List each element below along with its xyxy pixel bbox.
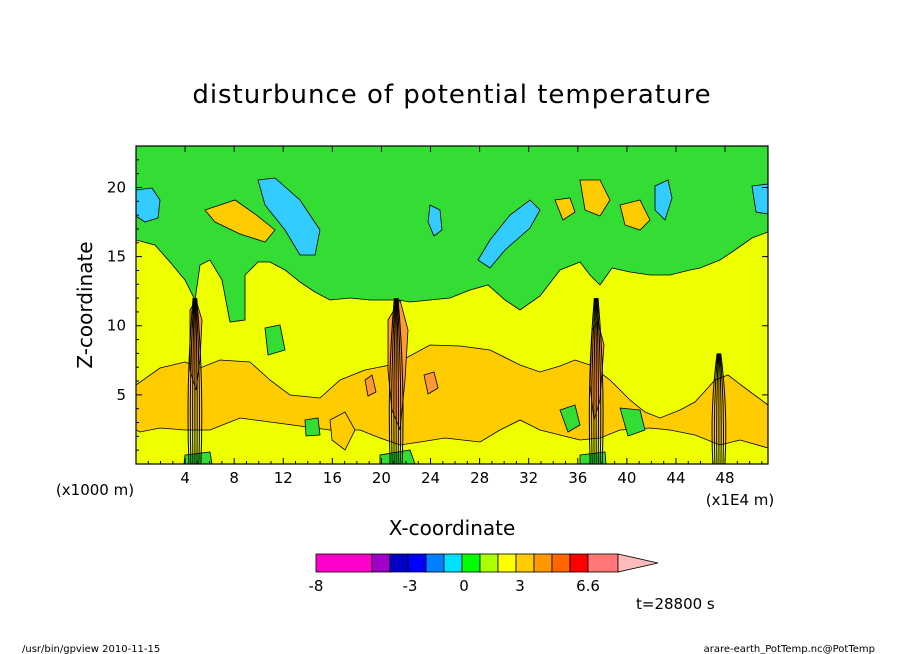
upper-layer-region bbox=[304, 417, 321, 437]
cool-region bbox=[257, 177, 321, 256]
y-tick-label: 20 bbox=[107, 178, 126, 196]
colorbar-arrow bbox=[617, 553, 659, 573]
colorbar-label: 3 bbox=[515, 577, 525, 595]
colorbar-swatch bbox=[389, 553, 409, 573]
tower-contour bbox=[588, 298, 595, 465]
x-axis-label: X-coordinate bbox=[389, 516, 516, 540]
tower-contour bbox=[396, 298, 402, 465]
colorbar-swatch bbox=[515, 553, 535, 573]
upper-layer-region bbox=[264, 324, 286, 356]
tower-contour bbox=[195, 298, 200, 465]
y-tick-label: 5 bbox=[116, 386, 126, 404]
colorbar-label: 6.6 bbox=[576, 577, 600, 595]
warm-region bbox=[619, 199, 651, 231]
tower-contour bbox=[596, 298, 602, 465]
colorbar-swatch bbox=[569, 553, 589, 573]
x-tick-label: 16 bbox=[323, 469, 342, 487]
tower-contour bbox=[391, 298, 396, 465]
tower-contour bbox=[593, 298, 597, 465]
upper-layer-region bbox=[619, 407, 646, 437]
colorbar bbox=[315, 553, 659, 573]
x-tick-label: 28 bbox=[470, 469, 489, 487]
warm-region bbox=[554, 197, 576, 221]
x-unit-left: (x1000 m) bbox=[56, 481, 134, 499]
colorbar-swatch bbox=[533, 553, 553, 573]
cool-region bbox=[477, 199, 541, 269]
y-tick-label: 15 bbox=[107, 248, 126, 266]
upper-layer-region bbox=[559, 404, 581, 433]
x-unit-right: (x1E4 m) bbox=[706, 491, 775, 509]
colorbar-swatch bbox=[587, 553, 619, 573]
y-axis-label: Z-coordinate bbox=[73, 241, 97, 368]
colorbar-swatch bbox=[407, 553, 427, 573]
x-tick-label: 12 bbox=[274, 469, 293, 487]
colorbar-swatch bbox=[497, 553, 517, 573]
x-tick-label: 44 bbox=[666, 469, 685, 487]
tower-contour bbox=[393, 298, 397, 465]
tower-contour bbox=[192, 298, 195, 465]
y-axis: 5 10 15 20 bbox=[107, 159, 768, 451]
colorbar-label: -8 bbox=[309, 577, 324, 595]
colorbar-label: -3 bbox=[403, 577, 418, 595]
tower-contour bbox=[187, 298, 194, 465]
hot-region bbox=[364, 374, 377, 397]
cool-region bbox=[427, 204, 443, 237]
contour-lines bbox=[187, 298, 727, 465]
x-tick-label: 24 bbox=[421, 469, 440, 487]
tower-contour bbox=[388, 298, 395, 465]
tower-contour bbox=[195, 298, 198, 465]
x-tick-label: 20 bbox=[372, 469, 391, 487]
tower-contour bbox=[719, 353, 722, 465]
warm-region bbox=[579, 179, 611, 217]
tower-contour bbox=[597, 298, 604, 465]
tower-contour bbox=[591, 298, 596, 465]
footer-right: arare-earth_PotTemp.nc@PotTemp bbox=[704, 644, 875, 654]
colorbar-swatch bbox=[479, 553, 499, 573]
plot-area bbox=[135, 145, 769, 465]
x-tick-label: 32 bbox=[519, 469, 538, 487]
tower-contour bbox=[711, 353, 718, 465]
plot-frame bbox=[135, 145, 769, 465]
tower-contour bbox=[713, 353, 719, 465]
colorbar-swatch bbox=[315, 553, 373, 573]
time-label: t=28800 s bbox=[636, 595, 715, 613]
colorbar-swatch bbox=[551, 553, 571, 573]
tower-contour bbox=[720, 353, 727, 465]
tower-contour bbox=[719, 353, 724, 465]
colorbar-swatch bbox=[443, 553, 463, 573]
colorbar-swatch bbox=[371, 553, 391, 573]
hot-region bbox=[423, 371, 439, 395]
footer-left: /usr/bin/gpview 2010-11-15 bbox=[22, 644, 160, 654]
tower-contour bbox=[189, 298, 195, 465]
tower-contour bbox=[196, 298, 203, 465]
y-tick-label: 10 bbox=[107, 317, 126, 335]
x-tick-label: 8 bbox=[229, 469, 239, 487]
chart-title: disturbunce of potential temperature bbox=[192, 80, 711, 110]
cool-region bbox=[654, 179, 673, 221]
colorbar-swatch bbox=[461, 553, 481, 573]
warm-region bbox=[204, 199, 276, 243]
colorbar-swatch bbox=[425, 553, 445, 573]
warm-region bbox=[329, 411, 356, 451]
colorbar-labels: -8 -3 0 3 6.6 bbox=[309, 577, 600, 595]
x-tick-label: 4 bbox=[180, 469, 190, 487]
tower-contour bbox=[396, 298, 399, 465]
x-tick-label: 40 bbox=[617, 469, 636, 487]
x-tick-label: 48 bbox=[716, 469, 735, 487]
upper-layer-region bbox=[135, 145, 769, 323]
tower-contour bbox=[596, 298, 599, 465]
x-axis: 4 8 12 16 20 24 28 32 36 40 44 48 bbox=[147, 146, 763, 487]
tower-contour bbox=[397, 298, 404, 465]
colorbar-label: 0 bbox=[459, 577, 469, 595]
x-tick-label: 36 bbox=[568, 469, 587, 487]
tower-contour bbox=[716, 353, 719, 465]
